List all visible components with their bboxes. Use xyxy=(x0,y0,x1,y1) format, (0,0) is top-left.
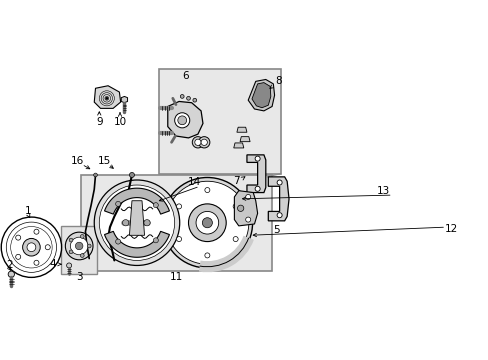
Text: 7: 7 xyxy=(233,176,240,186)
Circle shape xyxy=(16,254,20,259)
Circle shape xyxy=(34,229,39,234)
Circle shape xyxy=(165,181,248,264)
Bar xyxy=(81,175,271,271)
Text: 6: 6 xyxy=(182,71,188,81)
Text: 2: 2 xyxy=(7,260,13,270)
Circle shape xyxy=(80,254,84,257)
Circle shape xyxy=(93,173,97,177)
Polygon shape xyxy=(234,191,257,226)
Text: 3: 3 xyxy=(76,273,82,282)
Circle shape xyxy=(204,253,209,258)
Circle shape xyxy=(186,96,190,100)
Polygon shape xyxy=(240,137,249,142)
Circle shape xyxy=(134,213,140,220)
Circle shape xyxy=(277,180,282,185)
Circle shape xyxy=(65,232,93,260)
Circle shape xyxy=(143,220,150,226)
Polygon shape xyxy=(121,96,127,103)
Circle shape xyxy=(129,172,134,177)
Circle shape xyxy=(202,218,212,228)
Text: 1: 1 xyxy=(25,206,32,216)
Circle shape xyxy=(94,180,180,265)
Circle shape xyxy=(201,139,207,145)
Circle shape xyxy=(105,97,108,100)
Circle shape xyxy=(192,98,196,102)
Text: 11: 11 xyxy=(169,273,182,282)
Circle shape xyxy=(188,204,226,242)
Circle shape xyxy=(233,237,238,242)
Circle shape xyxy=(45,245,50,250)
Circle shape xyxy=(69,238,73,242)
Text: 8: 8 xyxy=(274,76,281,86)
Polygon shape xyxy=(104,231,169,257)
Circle shape xyxy=(198,137,209,148)
Circle shape xyxy=(178,116,186,125)
Circle shape xyxy=(1,217,61,278)
Bar xyxy=(61,226,97,274)
Polygon shape xyxy=(104,188,169,214)
Circle shape xyxy=(80,234,84,238)
Circle shape xyxy=(66,263,71,268)
Polygon shape xyxy=(236,127,246,132)
Circle shape xyxy=(34,260,39,265)
Circle shape xyxy=(22,238,40,256)
Circle shape xyxy=(133,225,141,233)
Circle shape xyxy=(255,186,260,191)
Circle shape xyxy=(192,137,203,148)
Text: 13: 13 xyxy=(376,186,389,196)
Text: 4: 4 xyxy=(49,259,56,269)
Bar xyxy=(159,69,280,174)
Text: 5: 5 xyxy=(273,225,279,235)
Circle shape xyxy=(174,113,189,128)
Circle shape xyxy=(237,205,244,211)
Circle shape xyxy=(122,220,128,226)
Circle shape xyxy=(233,204,238,209)
Circle shape xyxy=(70,237,88,255)
Text: 10: 10 xyxy=(114,117,127,127)
Circle shape xyxy=(180,95,184,98)
Circle shape xyxy=(69,250,73,254)
Text: 15: 15 xyxy=(98,156,111,166)
Circle shape xyxy=(245,217,250,222)
Circle shape xyxy=(245,194,250,199)
Circle shape xyxy=(204,188,209,193)
Polygon shape xyxy=(246,155,265,193)
Circle shape xyxy=(153,203,158,208)
Circle shape xyxy=(162,177,252,268)
Text: 12: 12 xyxy=(444,224,457,234)
Circle shape xyxy=(99,185,174,260)
Circle shape xyxy=(194,139,201,145)
Polygon shape xyxy=(268,177,288,221)
Circle shape xyxy=(16,235,20,240)
Polygon shape xyxy=(251,82,270,108)
Circle shape xyxy=(196,211,218,234)
Circle shape xyxy=(255,156,260,161)
Circle shape xyxy=(115,201,121,206)
Polygon shape xyxy=(94,86,121,108)
Circle shape xyxy=(176,237,181,242)
Circle shape xyxy=(153,238,158,243)
Circle shape xyxy=(115,239,121,244)
Circle shape xyxy=(8,271,15,278)
Polygon shape xyxy=(233,143,244,148)
Text: 16: 16 xyxy=(71,156,84,166)
Circle shape xyxy=(176,204,181,209)
Text: 9: 9 xyxy=(96,117,102,127)
Polygon shape xyxy=(248,80,274,111)
Polygon shape xyxy=(129,201,144,235)
Text: 14: 14 xyxy=(188,177,201,187)
Circle shape xyxy=(87,244,91,248)
Circle shape xyxy=(75,242,83,250)
Circle shape xyxy=(27,243,36,252)
Polygon shape xyxy=(167,102,203,138)
Circle shape xyxy=(277,213,282,218)
